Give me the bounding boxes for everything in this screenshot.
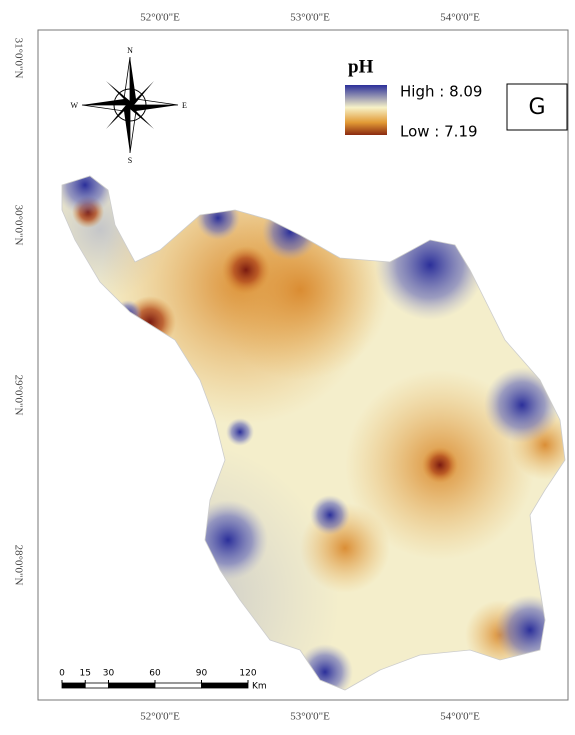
scale-tick-label: 0 (59, 669, 65, 679)
north-arrow: N S E W (70, 46, 187, 165)
lon-label-top: 52°0'0"E (140, 12, 180, 24)
lon-label-bottom: 52°0'0"E (140, 711, 180, 723)
legend-ramp (345, 85, 387, 135)
scale-segment (62, 683, 85, 688)
lon-label-top: 53°0'0"E (290, 12, 330, 24)
lon-label-bottom: 53°0'0"E (290, 711, 330, 723)
lat-label: 29°0'0"N (12, 375, 24, 416)
page: {"map": { "lon_labels": ["52°0'0\"E", "5… (0, 0, 575, 730)
compass-n: N (127, 46, 133, 55)
lat-label: 31°0'0"N (12, 38, 24, 79)
ph-surface (20, 145, 575, 730)
scale-tick-label: 120 (239, 669, 256, 679)
lat-label: 28°0'0"N (12, 545, 24, 586)
scale-unit: Km (252, 682, 267, 692)
scale-segment (202, 683, 249, 688)
scale-tick-label: 60 (149, 669, 161, 679)
scale-segment (85, 683, 108, 688)
lat-label: 30°0'0"N (12, 205, 24, 246)
legend-title: pH (348, 56, 374, 77)
scale-tick-label: 30 (103, 669, 115, 679)
scale-segment (109, 683, 156, 688)
compass-s: S (128, 156, 132, 165)
panel-label: G (528, 95, 545, 120)
scale-tick-label: 15 (80, 669, 91, 679)
lon-label-bottom: 54°0'0"E (440, 711, 480, 723)
compass-w: W (70, 101, 78, 110)
scale-tick-label: 90 (196, 669, 208, 679)
scale-bar: 0 15 30 60 90 120 Km (59, 669, 267, 692)
map: N S E W pH High : 8.09 Low : 7.19 G 52°0… (0, 0, 575, 730)
lon-label-top: 54°0'0"E (440, 12, 480, 24)
compass-e: E (182, 101, 187, 110)
legend-low: Low : 7.19 (400, 123, 478, 141)
scale-segment (155, 683, 202, 688)
legend-high: High : 8.09 (400, 83, 482, 101)
